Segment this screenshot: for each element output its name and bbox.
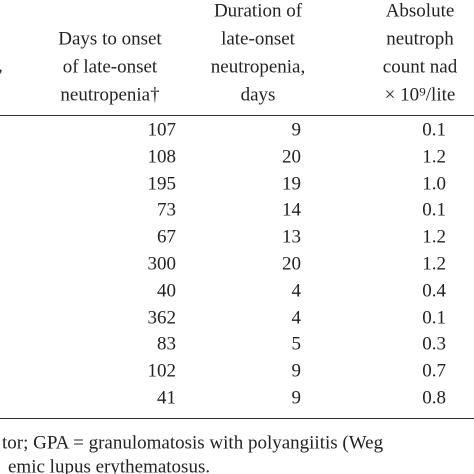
footnote: emic lupus erythematosus. [8,456,211,474]
table-cell: 20 [282,146,301,168]
table-cell: 73 [157,199,176,221]
table-cell: 13 [282,226,301,248]
table-cell: 362 [147,307,177,329]
column-header: Days to onset [58,28,162,50]
table-cell: 4 [291,307,302,329]
header-rule [0,115,474,116]
table-cell: 1.2 [422,253,446,275]
table-cell: 67 [157,226,176,248]
table-cell: 1.0 [422,173,446,195]
column-header: neutroph [386,28,454,50]
table-cell: 1.2 [422,226,446,248]
table-cell: 108 [147,146,177,168]
table-cell: 41 [157,387,176,409]
column-header: Duration of [213,0,303,22]
table-cell: 300 [147,253,177,275]
table-cell: 9 [291,360,302,382]
table-cell: 1.2 [422,146,446,168]
table-cell: 0.8 [422,387,446,409]
column-header: late-onset [221,28,295,50]
bottom-rule [0,418,474,419]
column-header: count nad [382,56,458,78]
table-cell: 0.1 [422,307,446,329]
table-cell: 0.3 [422,333,446,355]
table-cell: 14 [282,199,301,221]
footnote: tor; GPA = granulomatosis with polyangii… [2,432,384,454]
header-fragment: , [0,57,3,76]
table-cell: 9 [291,119,302,141]
table-cell: 40 [157,280,176,302]
table-cell: 83 [157,333,176,355]
column-header: days [240,84,276,106]
table-cell: 5 [291,333,302,355]
column-header: neutropenia, [210,56,306,78]
table-cell: 0.7 [422,360,446,382]
table-cell: 4 [291,280,302,302]
table-cell: 9 [291,387,302,409]
column-header: Absolute [385,0,455,22]
column-header: × 10⁹/lite [384,84,456,106]
table-cell: 0.1 [422,199,446,221]
table-cell: 19 [282,173,301,195]
table-cell: 20 [282,253,301,275]
table-cell: 0.4 [422,280,446,302]
column-header: of late-onset [62,56,158,78]
table-cell: 195 [147,173,177,195]
column-header: neutropenia† [60,84,160,106]
table-cell: 0.1 [422,119,446,141]
table-cell: 102 [147,360,177,382]
table-cell: 107 [147,119,177,141]
